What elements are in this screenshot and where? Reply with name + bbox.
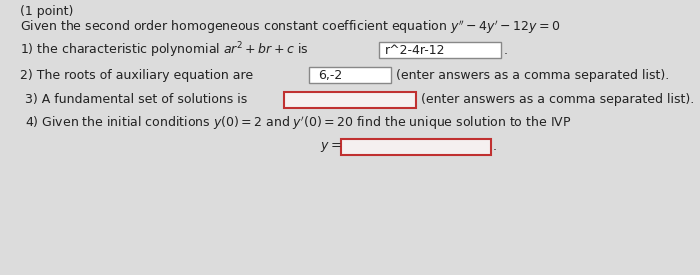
Text: 3) A fundamental set of solutions is: 3) A fundamental set of solutions is [25, 94, 247, 106]
Text: Given the second order homogeneous constant coefficient equation $y'' - 4y' - 12: Given the second order homogeneous const… [20, 18, 561, 36]
Text: 2) The roots of auxiliary equation are: 2) The roots of auxiliary equation are [20, 68, 253, 81]
Text: r^2-4r-12: r^2-4r-12 [385, 43, 445, 56]
Text: .: . [493, 141, 497, 153]
Text: (1 point): (1 point) [20, 6, 74, 18]
Text: 1) the characteristic polynomial $ar^2 + br + c$ is: 1) the characteristic polynomial $ar^2 +… [20, 40, 309, 60]
Text: 4) Given the initial conditions $y(0) = 2$ and $y'(0) = 20$ find the unique solu: 4) Given the initial conditions $y(0) = … [25, 114, 571, 132]
FancyBboxPatch shape [379, 42, 501, 58]
Text: $y =$: $y =$ [320, 140, 342, 154]
FancyBboxPatch shape [341, 139, 491, 155]
Text: (enter answers as a comma separated list).: (enter answers as a comma separated list… [396, 68, 669, 81]
Text: 6,-2: 6,-2 [318, 68, 342, 81]
FancyBboxPatch shape [284, 92, 416, 108]
Text: .: . [504, 43, 508, 56]
FancyBboxPatch shape [309, 67, 391, 83]
Text: (enter answers as a comma separated list).: (enter answers as a comma separated list… [421, 94, 694, 106]
